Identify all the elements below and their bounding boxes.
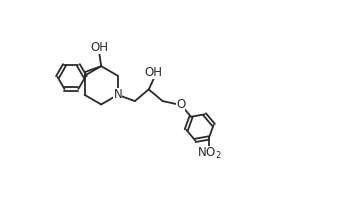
Text: NO$_2$: NO$_2$ [196,146,221,161]
Text: O: O [176,98,185,111]
Text: N: N [114,88,122,101]
Text: OH: OH [145,66,163,79]
Text: OH: OH [90,42,108,55]
